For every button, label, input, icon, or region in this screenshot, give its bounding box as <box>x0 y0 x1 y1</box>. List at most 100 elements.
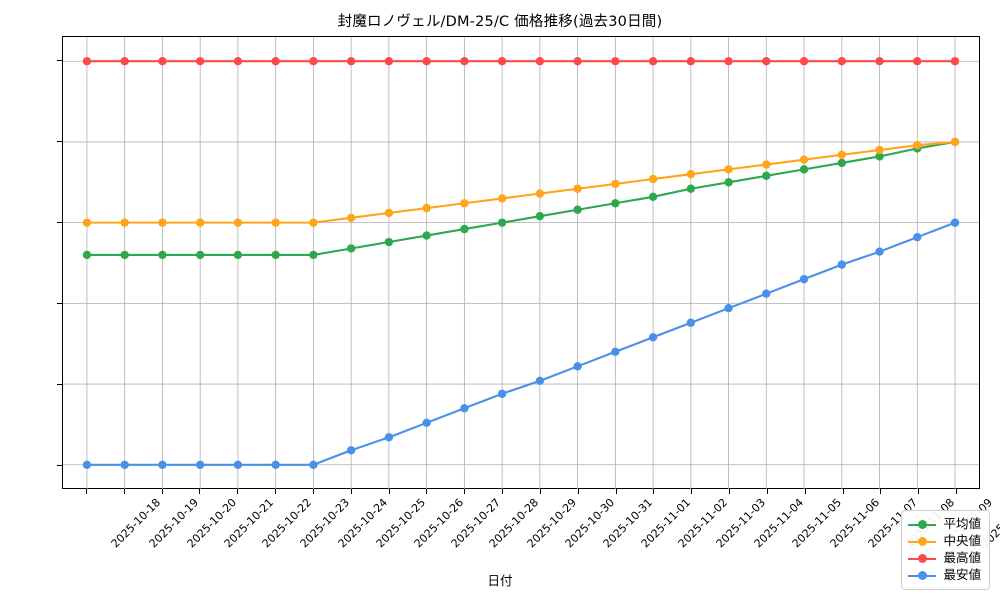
series-layer <box>82 57 960 469</box>
data-point <box>460 404 469 413</box>
data-point <box>686 57 696 66</box>
x-tick-mark <box>388 489 390 494</box>
data-point <box>346 446 356 455</box>
x-tick-mark <box>275 489 277 494</box>
data-point <box>195 57 205 66</box>
data-point <box>573 184 582 193</box>
data-point <box>762 57 771 66</box>
data-point <box>913 57 922 66</box>
data-point <box>762 171 771 181</box>
data-point <box>158 460 167 469</box>
data-point <box>799 57 809 66</box>
legend-label: 最高値 <box>943 550 981 566</box>
data-point <box>837 57 846 66</box>
data-point <box>799 155 809 164</box>
data-point <box>950 218 960 227</box>
x-tick-mark <box>956 489 957 494</box>
data-point <box>82 57 92 66</box>
plot-area <box>62 36 980 489</box>
x-tick-mark <box>880 489 882 494</box>
data-point <box>346 244 356 253</box>
legend-marker-icon <box>908 569 937 583</box>
data-point <box>384 208 394 218</box>
data-point <box>837 150 846 160</box>
data-point <box>422 231 431 240</box>
data-point <box>611 57 620 66</box>
data-point <box>195 250 205 260</box>
x-tick-mark <box>577 489 579 494</box>
x-tick-mark <box>312 489 314 494</box>
y-tick-mark <box>57 302 62 304</box>
data-point <box>309 57 318 66</box>
data-point <box>724 165 733 174</box>
data-point <box>950 137 960 147</box>
x-tick-mark <box>691 489 693 494</box>
data-point <box>233 218 243 227</box>
x-tick-mark <box>729 489 731 494</box>
data-point <box>875 145 884 155</box>
legend-marker-icon <box>908 535 937 549</box>
x-tick-mark <box>804 489 806 494</box>
data-point <box>346 57 356 66</box>
data-point <box>875 152 884 161</box>
data-point <box>158 250 167 260</box>
page-title: 封魔ロノヴェル/DM-25/C 価格推移(過去30日間) <box>337 14 663 30</box>
data-point <box>271 250 280 260</box>
data-point <box>913 232 922 242</box>
data-point <box>799 165 809 174</box>
x-tick-mark <box>123 489 125 494</box>
legend-label: 中央値 <box>943 533 981 549</box>
x-tick-mark <box>237 489 239 494</box>
y-tick-mark <box>57 60 62 62</box>
data-point <box>648 192 658 202</box>
x-tick-mark <box>842 489 844 494</box>
data-point <box>762 289 771 298</box>
data-point <box>82 460 92 469</box>
data-point <box>950 57 960 66</box>
data-point <box>346 213 356 222</box>
legend-item-1[interactable]: 中央値 <box>908 533 981 550</box>
data-point <box>535 376 545 386</box>
data-point <box>120 250 129 260</box>
x-tick-mark <box>539 489 541 494</box>
y-tick-mark <box>57 222 62 224</box>
data-point <box>120 218 129 227</box>
y-tick-mark <box>57 464 62 466</box>
data-point <box>875 57 884 66</box>
x-tick-mark <box>161 489 163 494</box>
data-point <box>158 57 167 66</box>
data-point <box>120 460 129 469</box>
legend-label: 最安値 <box>943 567 981 583</box>
data-point <box>384 57 394 66</box>
data-point <box>875 247 884 256</box>
data-point <box>497 389 507 398</box>
legend-marker-icon <box>908 518 937 532</box>
data-point <box>309 218 318 227</box>
series-line-0 <box>85 140 957 256</box>
data-point <box>384 433 394 442</box>
data-point <box>460 199 469 208</box>
data-point <box>686 170 696 179</box>
data-point <box>611 199 620 208</box>
data-point <box>271 57 280 66</box>
y-tick-mark <box>57 141 62 143</box>
data-point <box>837 260 846 269</box>
legend-item-3[interactable]: 最安値 <box>908 567 981 584</box>
data-point <box>497 218 507 227</box>
x-tick-mark <box>426 489 428 494</box>
data-point <box>384 237 394 247</box>
series-line-1 <box>85 140 957 224</box>
data-point <box>309 460 318 469</box>
x-tick-mark <box>615 489 617 494</box>
data-point <box>460 57 469 66</box>
data-point <box>82 218 92 227</box>
data-point <box>535 189 545 198</box>
legend-item-2[interactable]: 最高値 <box>908 550 981 567</box>
data-point <box>913 140 922 150</box>
x-tick-mark <box>199 489 201 494</box>
x-tick-mark <box>766 489 768 494</box>
legend-item-0[interactable]: 平均値 <box>908 516 981 533</box>
data-point <box>422 203 431 213</box>
data-point <box>573 362 582 371</box>
data-point <box>648 174 658 184</box>
